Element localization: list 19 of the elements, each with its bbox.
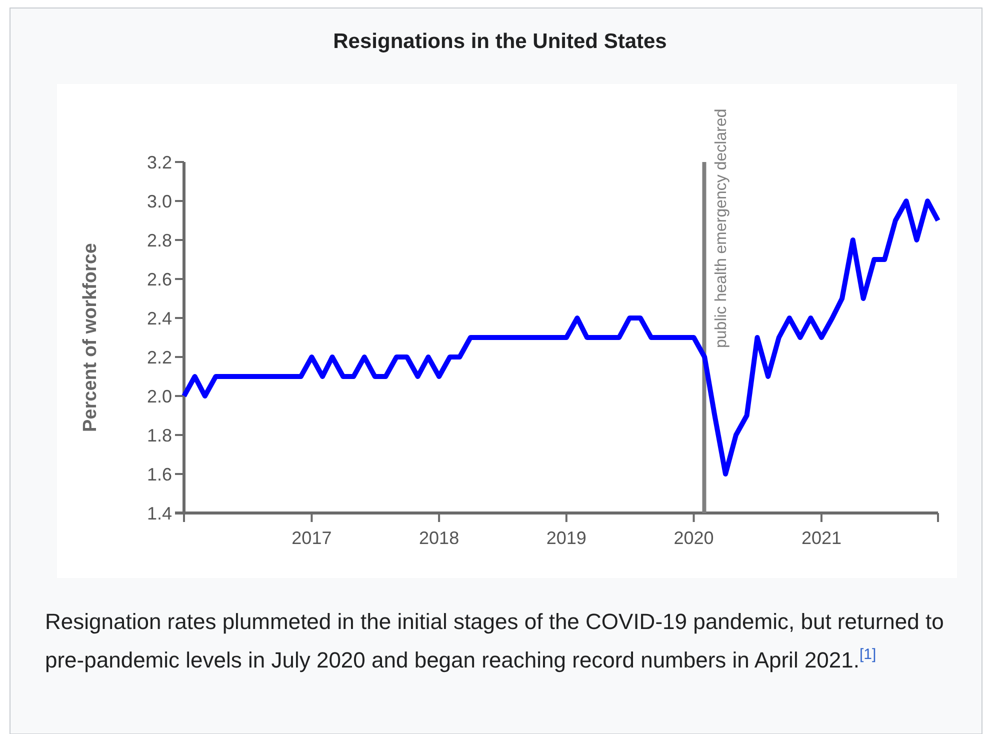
y-tick-label: 2.6 xyxy=(146,269,172,290)
y-tick-label: 1.8 xyxy=(146,425,172,446)
y-tick-label: 3.0 xyxy=(146,191,172,212)
x-tick-label: 2019 xyxy=(546,528,586,548)
y-tick-label: 2.8 xyxy=(146,230,172,250)
text: Resignation rates plummeted in the initial stages of the COVID-19 pandemic, but returned to pre-pandemic levels in July 2020 and began reaching record numbers in April 2021.$^{[1]}$ xyxy=(45,608,945,674)
y-tick-label: 3.2 xyxy=(146,152,172,172)
y-axis-title: Percent of workforce xyxy=(80,243,101,432)
y-tick-label: 2.4 xyxy=(146,308,172,328)
chart-title: Resignations in the United States xyxy=(333,30,667,53)
x-tick-label: 2020 xyxy=(674,528,714,548)
y-tick-label: 2.0 xyxy=(146,386,172,406)
y-tick-label: 1.4 xyxy=(146,503,172,524)
ref-line-label: public health emergency declared xyxy=(713,108,730,348)
x-tick-label: 2021 xyxy=(801,528,842,548)
y-tick-label: 2.2 xyxy=(146,347,172,368)
y-tick-label: 1.6 xyxy=(146,464,172,484)
x-tick-label: 2018 xyxy=(419,528,460,548)
x-tick-label: 2017 xyxy=(292,528,332,548)
